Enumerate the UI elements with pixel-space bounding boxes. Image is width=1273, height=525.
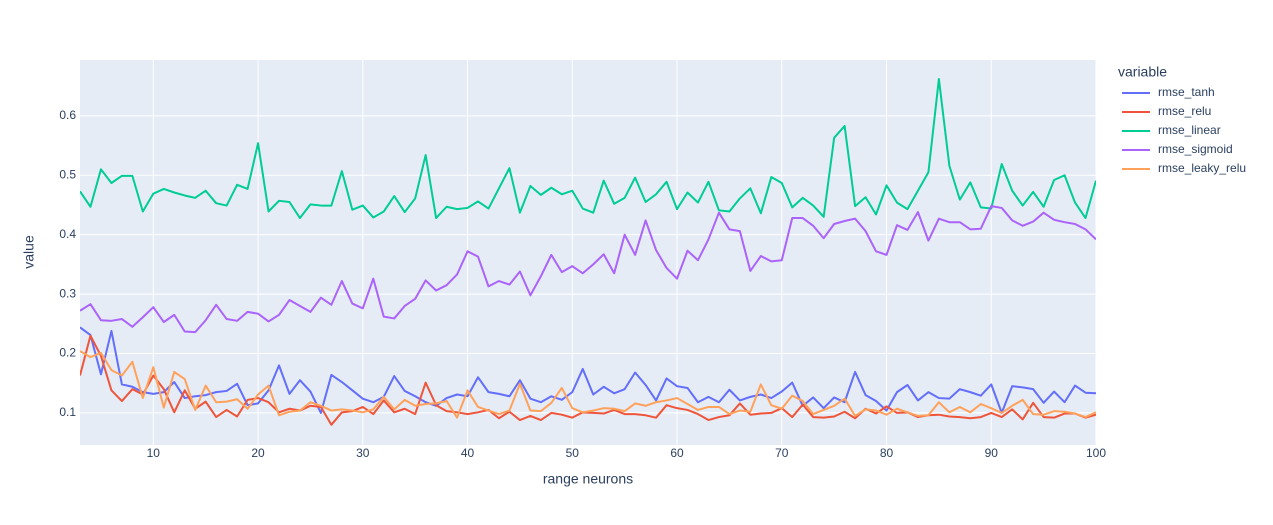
legend-label: rmse_relu [1158,104,1211,118]
x-tick-label: 50 [566,446,580,460]
y-tick-label: 0.1 [59,405,76,419]
x-tick-label: 80 [880,446,894,460]
x-axis-title: range neurons [543,471,633,487]
legend-label: rmse_linear [1158,123,1221,137]
series-line [80,350,1096,419]
x-tick-label: 20 [251,446,265,460]
y-tick-label: 0.5 [59,167,76,181]
y-tick-label: 0.4 [59,227,76,241]
x-tick-label: 90 [985,446,999,460]
x-tick-label: 70 [775,446,789,460]
x-tick-label: 30 [356,446,370,460]
y-tick-label: 0.2 [59,346,76,360]
legend-title: variable [1118,64,1167,80]
series-line [80,205,1096,334]
legend-label: rmse_sigmoid [1158,142,1233,156]
legend: rmse_tanh rmse_relu rmse_linear rmse_sigmoi… [1122,85,1246,175]
y-axis-title: value [21,235,37,269]
y-tick-label: 0.6 [59,108,76,122]
x-tick-label: 60 [670,446,684,460]
x-tick-label: 10 [147,446,161,460]
x-tick-label: 40 [461,446,475,460]
lines [80,78,1096,426]
y-tick-label: 0.3 [59,286,76,300]
legend-label: rmse_tanh [1158,85,1215,99]
x-tick-label: 100 [1086,446,1106,460]
series-line [80,78,1096,220]
legend-label: rmse_leaky_relu [1158,161,1246,175]
